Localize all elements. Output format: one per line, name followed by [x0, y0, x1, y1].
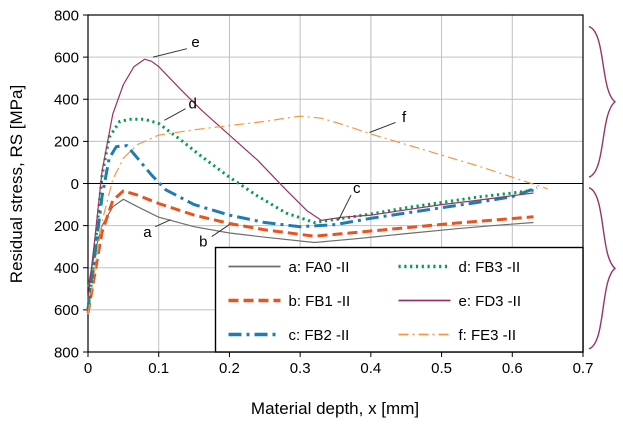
legend-label-e: e: FD3 -II — [459, 293, 522, 310]
curve-label-b: b — [199, 234, 207, 251]
y-tick-label: 400 — [54, 260, 79, 277]
legend-label-f: f: FE3 -II — [459, 327, 517, 344]
legend-label-a: a: FA0 -II — [289, 259, 350, 276]
curve-leader-f — [369, 121, 396, 133]
curve-leader-d — [164, 108, 186, 121]
legend-label-b: b: FB1 -II — [289, 293, 351, 310]
legend-label-d: d: FB3 -II — [459, 259, 521, 276]
x-tick-label: 0 — [84, 360, 92, 377]
series-line-b — [86, 189, 534, 314]
curve-label-a: a — [143, 224, 152, 241]
compressive-region-brace — [588, 187, 617, 350]
x-tick-label: 0.4 — [360, 360, 381, 377]
x-tick-label: 0.1 — [148, 360, 169, 377]
y-tick-label: 800 — [54, 344, 79, 361]
curve-leader-a — [154, 219, 171, 228]
curve-label-e: e — [191, 34, 199, 51]
plot-area: 800 600 400 200 0 200 400 600 800 0 0.1 0.2 0.3 0.4 0.… — [54, 7, 617, 377]
x-axis-title: Material depth, x [mm] — [251, 399, 419, 418]
y-axis-title: Residual stress, RS [MPa] — [7, 85, 26, 283]
y-tick-label: 200 — [54, 134, 79, 151]
x-tick-label: 0.7 — [573, 360, 594, 377]
y-tick-label: 200 — [54, 218, 79, 235]
y-tick-label: 600 — [54, 302, 79, 319]
y-tick-label: 600 — [54, 49, 79, 66]
x-tick-label: 0.6 — [502, 360, 523, 377]
curve-label-f: f — [402, 109, 407, 126]
curve-leader-e — [152, 48, 188, 58]
tensile-region-brace — [588, 25, 617, 178]
x-tick-label: 0.3 — [290, 360, 311, 377]
legend-label-c: c: FB2 -II — [289, 327, 350, 344]
y-tick-label: 800 — [54, 7, 79, 24]
curve-label-c: c — [353, 180, 361, 197]
curve-label-d: d — [188, 95, 196, 112]
y-tick-label: 0 — [71, 176, 79, 193]
x-tick-label: 0.5 — [431, 360, 452, 377]
series-line-d — [86, 117, 534, 311]
curve-leader-b — [211, 224, 230, 237]
y-tick-label: 400 — [54, 92, 79, 109]
x-tick-label: 0.2 — [219, 360, 240, 377]
series-line-c — [86, 144, 538, 309]
curve-leader-c — [337, 194, 352, 221]
series-line-e — [87, 58, 534, 299]
